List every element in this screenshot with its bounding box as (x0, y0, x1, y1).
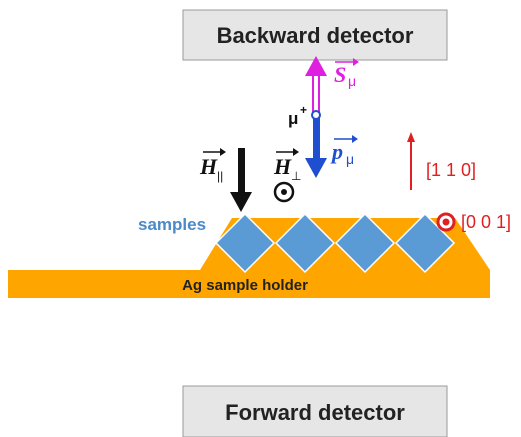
spin-arrow-head (305, 56, 327, 76)
spin-label: S (334, 62, 346, 87)
muon-label: μ (288, 109, 298, 128)
field-perp-subscript: ⊥ (291, 169, 301, 183)
momentum-subscript: μ (346, 151, 354, 167)
out-of-plane-dot (281, 189, 287, 195)
direction-110-label: [1 1 0] (426, 160, 476, 180)
field-arrow-head (230, 192, 252, 212)
sample (274, 212, 336, 274)
vector-bar-head (352, 135, 358, 143)
direction-001-label: [0 0 1] (461, 212, 511, 232)
field-parallel-label: H (199, 154, 218, 179)
sample (214, 212, 276, 274)
spin-arrow-shaft (312, 73, 320, 115)
direction-001-dot (442, 218, 450, 226)
field-parallel-subscript: || (217, 169, 223, 183)
backward-detector (182, 9, 448, 61)
sample (334, 212, 396, 274)
vector-bar-head (353, 58, 359, 66)
backward-detector-label: Backward detector (217, 23, 414, 48)
samples-group (214, 212, 456, 274)
vector-bar-head (293, 148, 299, 156)
spin-subscript: μ (348, 73, 356, 89)
field-perp-label: H (273, 154, 292, 179)
momentum-arrow-shaft (313, 118, 320, 160)
samples-label: samples (138, 215, 206, 234)
field-arrow-shaft (238, 148, 245, 194)
momentum-label: p (330, 139, 343, 164)
holder-label: Ag sample holder (182, 277, 308, 294)
momentum-arrow-head (305, 158, 327, 178)
forward-detector-label: Forward detector (225, 400, 405, 425)
muon-charge: + (300, 103, 307, 117)
holder-base (8, 270, 490, 298)
muon-dot (311, 110, 321, 120)
direction-arrow-head (407, 132, 415, 142)
vector-bar-head (220, 148, 226, 156)
forward-detector (182, 385, 448, 437)
